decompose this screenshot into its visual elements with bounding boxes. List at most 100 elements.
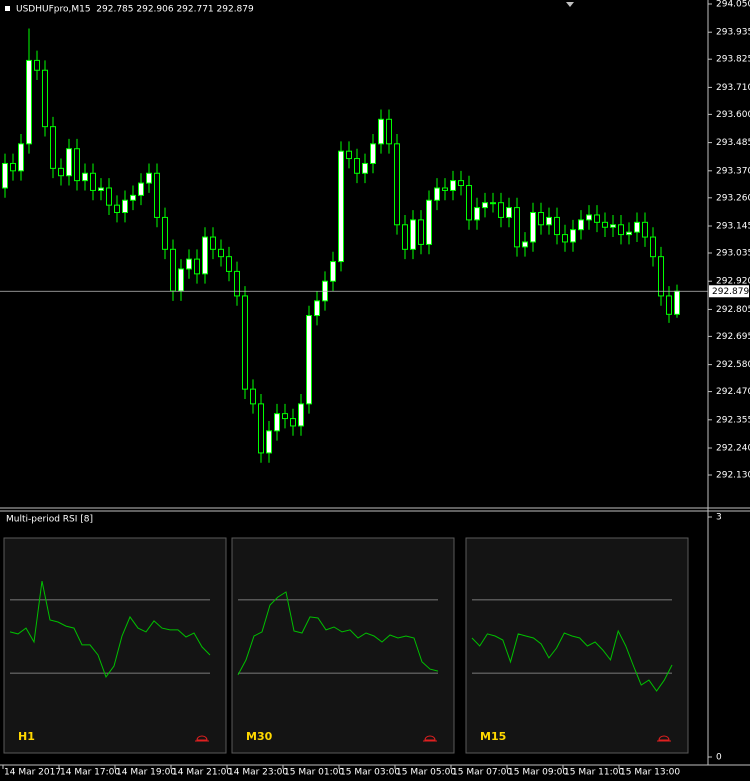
y-tick-label: 0 bbox=[716, 753, 722, 763]
y-tick-label: 293.825 bbox=[716, 55, 750, 65]
candle-body bbox=[506, 207, 512, 218]
panel-label: M15 bbox=[480, 730, 506, 743]
y-tick-label: 293.145 bbox=[716, 222, 750, 232]
y-tick-label: 293.710 bbox=[716, 83, 750, 93]
candle-body bbox=[114, 204, 120, 214]
candle-body bbox=[554, 216, 560, 236]
shift-marker[interactable] bbox=[566, 2, 574, 7]
y-tick-label: 293.600 bbox=[716, 110, 750, 120]
rsi-line bbox=[471, 629, 673, 692]
rsi-panel bbox=[3, 537, 227, 754]
x-tick-label: 15 Mar 07:00 bbox=[452, 768, 512, 778]
candle-body bbox=[2, 162, 8, 189]
candle-body bbox=[362, 162, 368, 174]
alert-icon bbox=[423, 735, 437, 742]
candle-body bbox=[10, 162, 16, 172]
y-tick-label: 293.935 bbox=[716, 28, 750, 38]
y-tick-label: 292.580 bbox=[716, 360, 750, 370]
y-tick-label: 292.130 bbox=[716, 471, 750, 481]
x-tick-label: 15 Mar 09:00 bbox=[508, 768, 568, 778]
last-price-label: 292.879 bbox=[712, 287, 749, 297]
candle-body bbox=[258, 403, 264, 454]
y-tick-label: 293.370 bbox=[716, 166, 750, 176]
y-tick-label: 292.920 bbox=[716, 277, 750, 287]
x-tick-label: 14 Mar 21:00 bbox=[172, 768, 232, 778]
candle-body bbox=[418, 219, 424, 245]
candle-body bbox=[434, 187, 440, 201]
candle-body bbox=[226, 256, 232, 272]
candle-body bbox=[298, 403, 304, 427]
candle-body bbox=[338, 150, 344, 263]
candle-body bbox=[130, 194, 136, 201]
y-tick-label: 292.470 bbox=[716, 387, 750, 397]
y-tick-label: 292.355 bbox=[716, 415, 750, 425]
symbol-icon bbox=[5, 6, 10, 11]
candle-body bbox=[514, 207, 520, 248]
x-tick-label: 15 Mar 11:00 bbox=[564, 768, 624, 778]
candle-body bbox=[74, 148, 80, 182]
candle-body bbox=[98, 187, 104, 191]
x-tick-label: 15 Mar 03:00 bbox=[340, 768, 400, 778]
candle-body bbox=[250, 388, 256, 405]
candle-body bbox=[410, 219, 416, 250]
candle-body bbox=[562, 234, 568, 243]
candle-body bbox=[34, 59, 40, 71]
candle-body bbox=[26, 59, 32, 145]
candle-body bbox=[650, 236, 656, 258]
y-tick-label: 294.050 bbox=[716, 0, 750, 10]
y-tick-label: 293.035 bbox=[716, 248, 750, 258]
candle-body bbox=[386, 118, 392, 145]
candle-body bbox=[314, 300, 320, 317]
alert-icon bbox=[195, 735, 209, 742]
x-tick-label: 14 Mar 2017 bbox=[4, 768, 61, 778]
candle-body bbox=[154, 172, 160, 218]
candle-body bbox=[642, 221, 648, 238]
candle-body bbox=[138, 182, 144, 196]
candle-body bbox=[290, 418, 296, 427]
candle-body bbox=[490, 202, 496, 205]
x-tick-label: 15 Mar 05:00 bbox=[396, 768, 456, 778]
candle-body bbox=[274, 413, 280, 432]
rsi-panel bbox=[231, 537, 455, 754]
y-tick-label: 293.260 bbox=[716, 193, 750, 203]
candle-body bbox=[578, 219, 584, 231]
candle-body bbox=[402, 224, 408, 250]
candle-body bbox=[594, 214, 600, 223]
last-price-box bbox=[709, 285, 749, 298]
candle-body bbox=[538, 212, 544, 226]
y-tick-label: 3 bbox=[716, 513, 722, 523]
candle-body bbox=[474, 207, 480, 221]
candle-body bbox=[162, 216, 168, 250]
candle-body bbox=[570, 229, 576, 243]
candle-body bbox=[498, 202, 504, 218]
candle-body bbox=[346, 150, 352, 160]
candle-body bbox=[170, 248, 176, 292]
y-tick-label: 292.695 bbox=[716, 332, 750, 342]
candle-body bbox=[194, 258, 200, 275]
chart-title: USDHUFpro,M15 292.785 292.906 292.771 29… bbox=[16, 5, 254, 15]
rsi-line bbox=[9, 580, 211, 678]
y-tick-label: 292.240 bbox=[716, 444, 750, 454]
candle-body bbox=[626, 231, 632, 236]
candle-body bbox=[586, 214, 592, 221]
candle-body bbox=[266, 430, 272, 454]
x-tick-label: 15 Mar 13:00 bbox=[620, 768, 680, 778]
candle-body bbox=[370, 143, 376, 164]
candle-body bbox=[546, 216, 552, 226]
candle-body bbox=[618, 224, 624, 236]
y-tick-label: 293.485 bbox=[716, 138, 750, 148]
panel-label: M30 bbox=[246, 730, 273, 743]
candle-body bbox=[218, 248, 224, 258]
candle-body bbox=[426, 199, 432, 245]
candle-body bbox=[82, 172, 88, 182]
y-tick-label: 292.805 bbox=[716, 305, 750, 315]
x-tick-label: 14 Mar 23:00 bbox=[228, 768, 288, 778]
candle-body bbox=[122, 199, 128, 214]
candle-body bbox=[186, 258, 192, 270]
x-tick-label: 14 Mar 19:00 bbox=[116, 768, 176, 778]
candle-body bbox=[634, 221, 640, 233]
candle-body bbox=[66, 148, 72, 177]
candle-body bbox=[450, 180, 456, 191]
candle-body bbox=[530, 212, 536, 243]
